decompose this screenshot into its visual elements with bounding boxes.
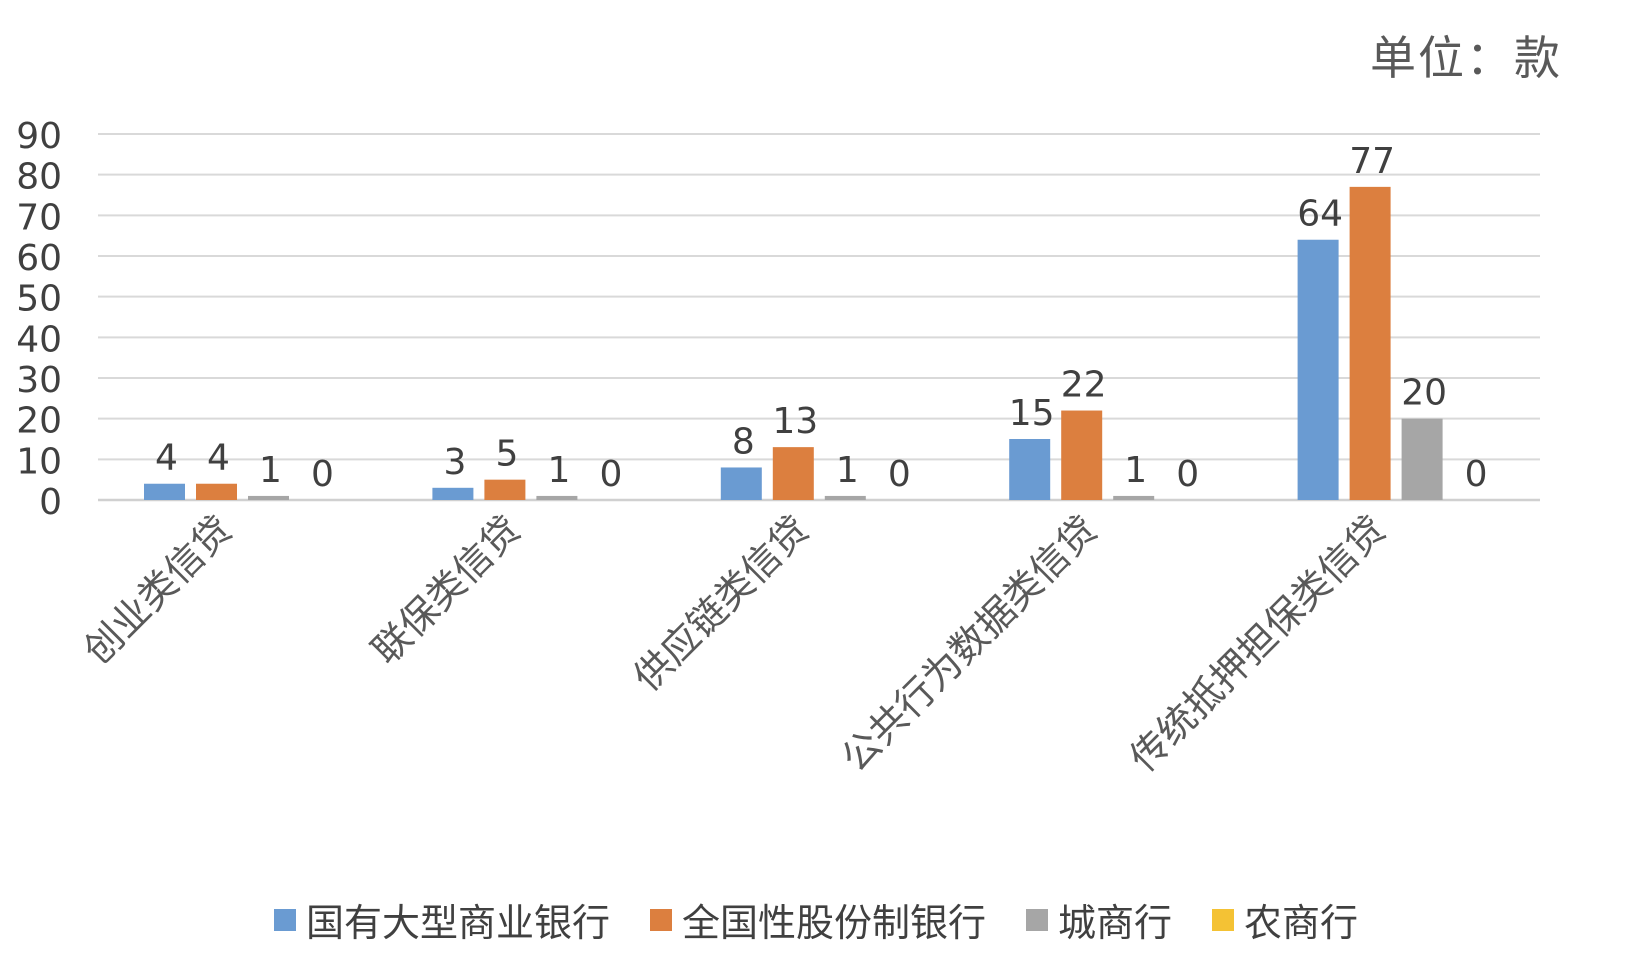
y-tick-label: 40 bbox=[16, 319, 62, 360]
bar-1-2 bbox=[772, 447, 814, 500]
bar-0-3 bbox=[1009, 439, 1051, 500]
bar-1-1 bbox=[484, 479, 526, 500]
data-label: 4 bbox=[207, 438, 230, 479]
data-label: 1 bbox=[836, 450, 859, 491]
unit-label: 单位：款 bbox=[1370, 31, 1562, 85]
data-label: 15 bbox=[1009, 393, 1055, 434]
y-tick-label: 60 bbox=[16, 238, 62, 279]
legend-swatch-series-1 bbox=[649, 908, 672, 931]
bar-0-2 bbox=[720, 467, 762, 500]
data-label: 4 bbox=[155, 438, 178, 479]
bar-0-1 bbox=[432, 487, 474, 500]
bar-2-4 bbox=[1401, 418, 1443, 500]
bar-2-1 bbox=[536, 495, 578, 500]
data-label: 1 bbox=[547, 450, 570, 491]
data-label: 0 bbox=[311, 454, 334, 495]
bar-1-4 bbox=[1349, 186, 1391, 500]
bar-0-4 bbox=[1297, 239, 1339, 500]
bar-2-0 bbox=[248, 495, 289, 500]
category-label: 公共行为数据类信贷 bbox=[833, 507, 1106, 780]
legend-label-series-0: 国有大型商业银行 bbox=[305, 901, 610, 945]
y-tick-label: 50 bbox=[16, 279, 62, 320]
data-label: 0 bbox=[888, 454, 911, 495]
bar-0-0 bbox=[144, 483, 185, 500]
legend-label-series-2: 城商行 bbox=[1058, 901, 1173, 945]
y-tick-label: 80 bbox=[16, 157, 62, 198]
data-label: 64 bbox=[1297, 194, 1343, 235]
y-tick-label: 30 bbox=[16, 360, 62, 401]
legend-item-series-3: 农商行 bbox=[1212, 892, 1358, 947]
category-label: 传统抵押担保类信贷 bbox=[1121, 507, 1394, 780]
y-tick-label: 20 bbox=[16, 401, 62, 442]
data-label: 1 bbox=[259, 450, 282, 491]
y-tick-label: 70 bbox=[16, 197, 62, 238]
data-label: 0 bbox=[1465, 454, 1488, 495]
data-label: 8 bbox=[732, 421, 755, 462]
y-tick-label: 90 bbox=[16, 116, 62, 157]
data-label: 3 bbox=[443, 442, 466, 483]
legend-swatch-series-3 bbox=[1212, 908, 1235, 931]
bar-1-3 bbox=[1061, 410, 1103, 500]
data-label: 77 bbox=[1349, 141, 1395, 182]
legend-item-series-2: 城商行 bbox=[1026, 892, 1172, 947]
data-label: 0 bbox=[1176, 454, 1199, 495]
data-label: 1 bbox=[1124, 450, 1147, 491]
data-label: 0 bbox=[599, 454, 622, 495]
legend-label-series-3: 农商行 bbox=[1244, 901, 1359, 945]
legend-swatch-series-2 bbox=[1026, 908, 1048, 931]
bar-2-3 bbox=[1113, 495, 1155, 500]
legend-item-series-1: 全国性股份制银行 bbox=[649, 892, 986, 947]
legend-label-series-1: 全国性股份制银行 bbox=[681, 901, 986, 945]
category-label: 联保类信贷 bbox=[363, 507, 528, 672]
y-tick-label: 10 bbox=[16, 441, 62, 482]
legend: 国有大型商业银行 全国性股份制银行 城商行 农商行 bbox=[0, 892, 1632, 947]
data-label: 5 bbox=[495, 434, 518, 475]
data-label: 20 bbox=[1401, 373, 1447, 414]
bar-1-0 bbox=[196, 483, 237, 500]
data-label: 13 bbox=[772, 401, 818, 442]
category-label: 供应链类信贷 bbox=[625, 507, 817, 699]
legend-swatch-series-0 bbox=[273, 908, 296, 931]
legend-item-series-0: 国有大型商业银行 bbox=[273, 892, 610, 947]
bar-2-2 bbox=[824, 495, 866, 500]
category-label: 创业类信贷 bbox=[75, 507, 240, 672]
y-tick-label: 0 bbox=[39, 482, 62, 523]
data-label: 22 bbox=[1061, 365, 1107, 406]
